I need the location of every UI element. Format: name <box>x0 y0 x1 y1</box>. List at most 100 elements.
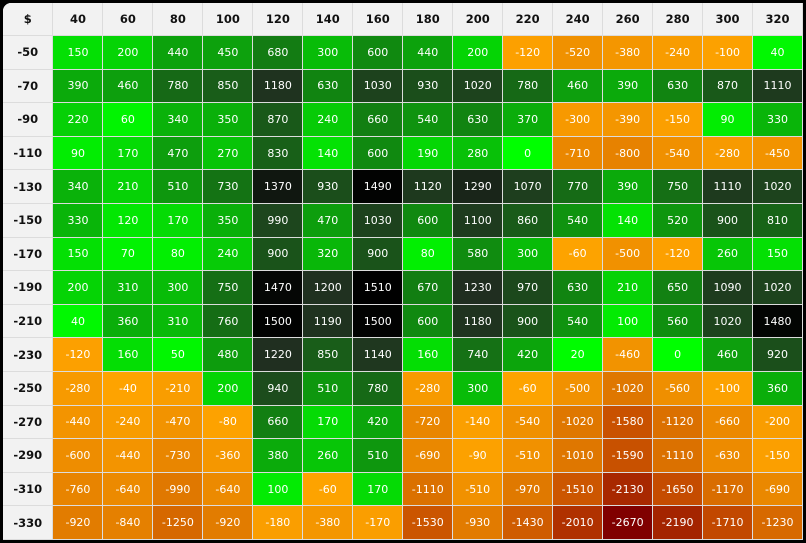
heatmap-cell: 390 <box>602 169 654 204</box>
column-header: 60 <box>102 3 154 36</box>
heatmap-cell: 240 <box>202 236 254 272</box>
heatmap-cell: 1230 <box>452 270 504 305</box>
heatmap-cell: 990 <box>252 202 304 238</box>
heatmap-cell: 170 <box>302 404 354 440</box>
heatmap-cell: -120 <box>502 35 554 70</box>
heatmap-cell: -140 <box>452 404 504 440</box>
heatmap-cell: -1590 <box>602 438 654 473</box>
heatmap-cell: -640 <box>102 471 154 507</box>
row-header: -330 <box>3 505 54 540</box>
table-row: -110 90 170 470 270 830 140 600 190 280 0 -710 -800-… <box>3 135 803 171</box>
row-header: -270 <box>3 404 54 440</box>
heatmap-cell: 200 <box>202 370 254 406</box>
heatmap-cell: 440 <box>152 35 204 70</box>
table-row: -210 40 360 310 760 1500 1190 1500 600 1180 900 540… <box>3 303 803 339</box>
heatmap-cell: 900 <box>252 236 304 272</box>
heatmap-cell: 1220 <box>252 337 304 372</box>
heatmap-cell: 160 <box>102 337 154 372</box>
heatmap-cell: 730 <box>202 169 254 204</box>
heatmap-cell: -730 <box>152 438 204 473</box>
heatmap-cell: 320 <box>302 236 354 272</box>
heatmap-cell: 300 <box>452 370 504 406</box>
heatmap-cell: -60 <box>302 471 354 507</box>
heatmap-cell: -1650 <box>652 471 704 507</box>
heatmap-cell: 120 <box>102 202 154 238</box>
heatmap-cell: -800 <box>602 135 654 171</box>
heatmap-cell: -390 <box>602 102 654 137</box>
table-row: -270 -440 -240 -470 -80 660 170 420 -720 -140 -540… <box>3 404 803 440</box>
heatmap-cell: 390 <box>52 68 104 104</box>
heatmap-cell: 520 <box>652 202 704 238</box>
column-header: 140 <box>302 3 354 36</box>
heatmap-cell: -1120 <box>652 404 704 440</box>
heatmap-cell: 510 <box>302 370 354 406</box>
heatmap-cell: 560 <box>652 303 704 339</box>
heatmap-cell: 150 <box>52 35 104 70</box>
column-header: 260 <box>602 3 654 36</box>
heatmap-cell: 460 <box>102 68 154 104</box>
heatmap-cell: 360 <box>102 303 154 339</box>
heatmap-cell: -440 <box>102 438 154 473</box>
heatmap-cell: 900 <box>702 202 754 238</box>
heatmap-cell: 600 <box>352 135 404 171</box>
table-row: -330 -920 -840 -1250 -920 -180 -380 -170 -1530 -9… <box>3 505 803 540</box>
column-header: 300 <box>702 3 754 36</box>
heatmap-cell: 330 <box>752 102 803 137</box>
heatmap-cell: 1100 <box>452 202 504 238</box>
heatmap-cell: -2190 <box>652 505 704 540</box>
heatmap-cell: 1200 <box>302 270 354 305</box>
heatmap-cell: 90 <box>702 102 754 137</box>
heatmap-cell: 330 <box>52 202 104 238</box>
heatmap-cell: -150 <box>652 102 704 137</box>
heatmap-cell: -120 <box>52 337 104 372</box>
heatmap-cell: 240 <box>302 102 354 137</box>
heatmap-cell: 1090 <box>702 270 754 305</box>
heatmap-cell: 810 <box>752 202 803 238</box>
heatmap-cell: -2670 <box>602 505 654 540</box>
heatmap-cell: 510 <box>352 438 404 473</box>
heatmap-cell: -180 <box>252 505 304 540</box>
row-header: -150 <box>3 202 54 238</box>
heatmap-cell: 300 <box>302 35 354 70</box>
column-header: 160 <box>352 3 404 36</box>
heatmap-cell: -1110 <box>402 471 454 507</box>
heatmap-cell: 470 <box>302 202 354 238</box>
heatmap-cell: 40 <box>52 303 104 339</box>
heatmap-cell: 850 <box>202 68 254 104</box>
heatmap-cell: 1490 <box>352 169 404 204</box>
column-header-row: $ 40 60 80 100 120 140 160 180 200 220 240 260 280 30… <box>3 3 803 36</box>
heatmap-cell: 420 <box>352 404 404 440</box>
heatmap-table-container: $ 40 60 80 100 120 140 160 180 200 220 240 260 280 30… <box>3 3 803 540</box>
heatmap-cell: 1110 <box>752 68 803 104</box>
heatmap-cell: -1020 <box>552 404 604 440</box>
heatmap-cell: -640 <box>202 471 254 507</box>
heatmap-cell: 630 <box>302 68 354 104</box>
row-header: -290 <box>3 438 54 473</box>
heatmap-cell: 450 <box>202 35 254 70</box>
heatmap-cell: -540 <box>502 404 554 440</box>
column-header: 200 <box>452 3 504 36</box>
column-header: 180 <box>402 3 454 36</box>
row-header: -50 <box>3 35 54 70</box>
heatmap-cell: 340 <box>52 169 104 204</box>
heatmap-cell: 1020 <box>452 68 504 104</box>
heatmap-cell: -150 <box>752 438 803 473</box>
heatmap-cell: 270 <box>202 135 254 171</box>
heatmap-cell: -540 <box>652 135 704 171</box>
heatmap-cell: -280 <box>702 135 754 171</box>
table-row: -130 340 210 510 730 1370 930 1490 1120 1290 1070 7… <box>3 169 803 204</box>
heatmap-cell: 780 <box>502 68 554 104</box>
heatmap-cell: 1020 <box>702 303 754 339</box>
heatmap-cell: 630 <box>652 68 704 104</box>
row-header: -250 <box>3 370 54 406</box>
heatmap-cell: -710 <box>552 135 604 171</box>
heatmap-cell: -840 <box>102 505 154 540</box>
table-row: -170 150 70 80 240 900 320 900 80 580 300 -60 -500 -1… <box>3 236 803 272</box>
heatmap-cell: 930 <box>302 169 354 204</box>
heatmap-cell: -690 <box>402 438 454 473</box>
heatmap-cell: 1180 <box>252 68 304 104</box>
heatmap-cell: 90 <box>52 135 104 171</box>
heatmap-cell: 100 <box>252 471 304 507</box>
heatmap-cell: 660 <box>352 102 404 137</box>
row-header: -170 <box>3 236 54 272</box>
